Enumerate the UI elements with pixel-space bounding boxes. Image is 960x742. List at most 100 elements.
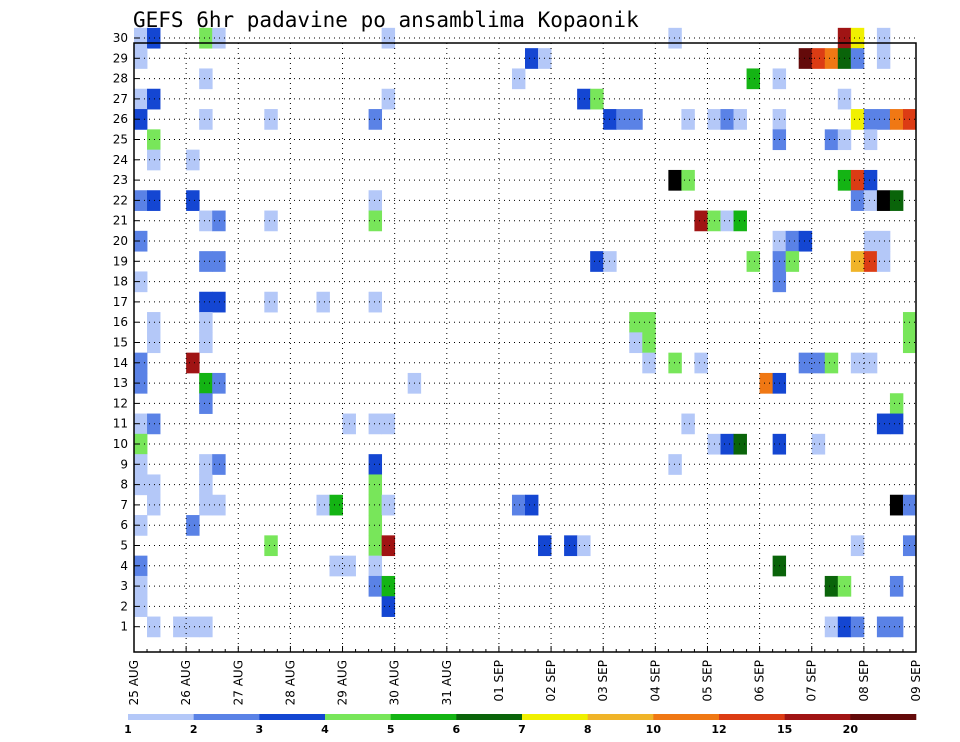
- precip-cell: [577, 535, 591, 557]
- precip-cell: [381, 535, 396, 557]
- precip-cell: [694, 210, 708, 232]
- y-tick-label: 13: [113, 376, 128, 390]
- precip-cell: [681, 413, 695, 435]
- precip-cell: [733, 433, 747, 455]
- colorbar-swatch: [456, 714, 523, 720]
- y-tick-label: 27: [113, 92, 128, 106]
- precip-cell: [368, 109, 383, 130]
- precip-cell: [134, 372, 148, 394]
- precip-cell: [668, 352, 682, 374]
- precip-cell: [147, 149, 161, 171]
- colorbar-swatch: [193, 714, 260, 720]
- y-tick-label: 14: [113, 356, 128, 370]
- colorbar-label: 3: [256, 723, 264, 736]
- precip-cell: [381, 413, 396, 435]
- precip-cell: [850, 48, 865, 69]
- plot-grid: [134, 37, 916, 652]
- y-tick-label: 26: [113, 112, 128, 126]
- precip-cell: [850, 616, 865, 638]
- precip-cell: [616, 109, 630, 130]
- precip-cell: [134, 515, 148, 536]
- colorbar-swatch: [784, 714, 851, 720]
- precip-cell: [381, 494, 396, 516]
- colorbar-swatch: [653, 714, 720, 720]
- precip-cell: [147, 474, 161, 496]
- precip-cell: [199, 109, 213, 130]
- precip-cell: [199, 454, 213, 475]
- precip-cell: [577, 88, 591, 110]
- precip-cell: [381, 596, 396, 617]
- precip-cell: [134, 474, 148, 496]
- precip-cell: [876, 230, 891, 252]
- precip-cell: [889, 109, 904, 130]
- y-tick-label: 28: [113, 72, 128, 86]
- precip-cell: [863, 230, 878, 252]
- precip-cell: [147, 312, 161, 333]
- precip-cell: [850, 27, 865, 49]
- y-tick-label: 24: [113, 153, 128, 167]
- y-axis-ticks: 1234567891011121314151617181920212223242…: [113, 31, 139, 634]
- y-tick-label: 19: [113, 254, 128, 268]
- colorbar-label: 15: [777, 723, 792, 736]
- colorbar-swatch: [325, 714, 391, 720]
- precip-cell: [850, 109, 865, 130]
- y-tick-label: 20: [113, 234, 128, 248]
- precip-cell: [381, 575, 396, 597]
- x-tick-label: 26 AUG: [179, 660, 193, 705]
- precip-cell: [199, 27, 213, 49]
- precip-cell: [681, 169, 695, 191]
- precip-cell: [147, 129, 161, 151]
- precip-cell: [590, 88, 604, 110]
- precip-cell: [329, 555, 343, 577]
- x-tick-label: 06 SEP: [753, 660, 767, 702]
- precip-cell: [720, 433, 734, 455]
- precip-cell: [694, 352, 708, 374]
- x-tick-label: 08 SEP: [857, 660, 871, 702]
- precip-cell: [759, 372, 774, 394]
- precip-cell: [876, 48, 891, 69]
- x-tick-label: 25 AUG: [127, 660, 141, 705]
- precip-cell: [850, 251, 865, 272]
- colorbar-label: 12: [711, 723, 726, 736]
- precip-cell: [212, 251, 226, 272]
- precip-cell: [511, 68, 526, 90]
- precip-cell: [147, 494, 161, 516]
- precip-cell: [368, 515, 383, 536]
- precip-cell: [134, 88, 148, 110]
- precip-cell: [134, 230, 148, 252]
- x-tick-label: 30 AUG: [388, 660, 402, 705]
- x-tick-label: 09 SEP: [909, 660, 923, 702]
- precip-cell: [147, 616, 161, 638]
- x-tick-label: 03 SEP: [596, 660, 610, 702]
- precip-cell: [368, 535, 383, 557]
- y-tick-label: 1: [120, 620, 128, 634]
- y-tick-label: 10: [113, 437, 128, 451]
- precip-cell: [199, 291, 213, 313]
- precip-cell: [629, 312, 643, 333]
- precip-cell: [368, 474, 383, 496]
- y-tick-label: 6: [120, 518, 128, 532]
- y-tick-label: 12: [113, 396, 128, 410]
- colorbar: 1 2 3 4 5 6 7 8 10 12 15 20: [124, 714, 917, 736]
- precip-cell: [824, 48, 839, 69]
- plot-frame: [133, 42, 917, 653]
- precip-cell: [824, 129, 839, 151]
- precip-cell: [525, 48, 539, 69]
- colorbar-label: 1: [124, 723, 132, 736]
- precip-cell: [746, 251, 760, 272]
- precip-cell: [889, 494, 904, 516]
- precip-cell: [199, 251, 213, 272]
- precip-cell: [368, 575, 383, 597]
- y-tick-label: 7: [120, 498, 128, 512]
- y-tick-label: 2: [120, 599, 128, 613]
- precip-cell: [264, 535, 278, 557]
- precip-cell: [329, 494, 343, 516]
- colorbar-label: 6: [453, 723, 461, 736]
- precip-cell: [381, 88, 396, 110]
- precip-cell: [212, 372, 226, 394]
- precip-cell: [134, 454, 148, 475]
- precip-cell: [668, 454, 682, 475]
- precip-cell: [511, 494, 526, 516]
- precip-cell: [134, 109, 148, 130]
- precip-cell: [681, 109, 695, 130]
